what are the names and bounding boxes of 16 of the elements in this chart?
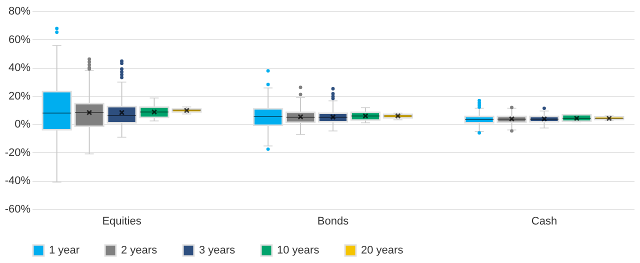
y-tick-label: 40% [8, 62, 31, 74]
y-tick-label: 80% [8, 6, 31, 18]
legend-label: 2 years [121, 244, 158, 257]
y-tick-label: -40% [4, 175, 31, 188]
legend-label: 1 year [49, 244, 80, 257]
y-tick-label: 20% [8, 90, 31, 102]
legend-label: 3 years [199, 244, 236, 257]
y-tick-label: -60% [4, 204, 31, 216]
y-tick-label: -20% [4, 146, 31, 159]
x-tick-label: Bonds [317, 216, 350, 228]
y-tick-label: 60% [8, 34, 31, 46]
x-tick-label: Equities [102, 216, 142, 228]
legend-label: 10 years [277, 244, 320, 257]
y-tick-label: 0% [14, 118, 31, 131]
x-tick-label: Cash [531, 216, 558, 228]
legend-label: 20 years [361, 244, 404, 257]
